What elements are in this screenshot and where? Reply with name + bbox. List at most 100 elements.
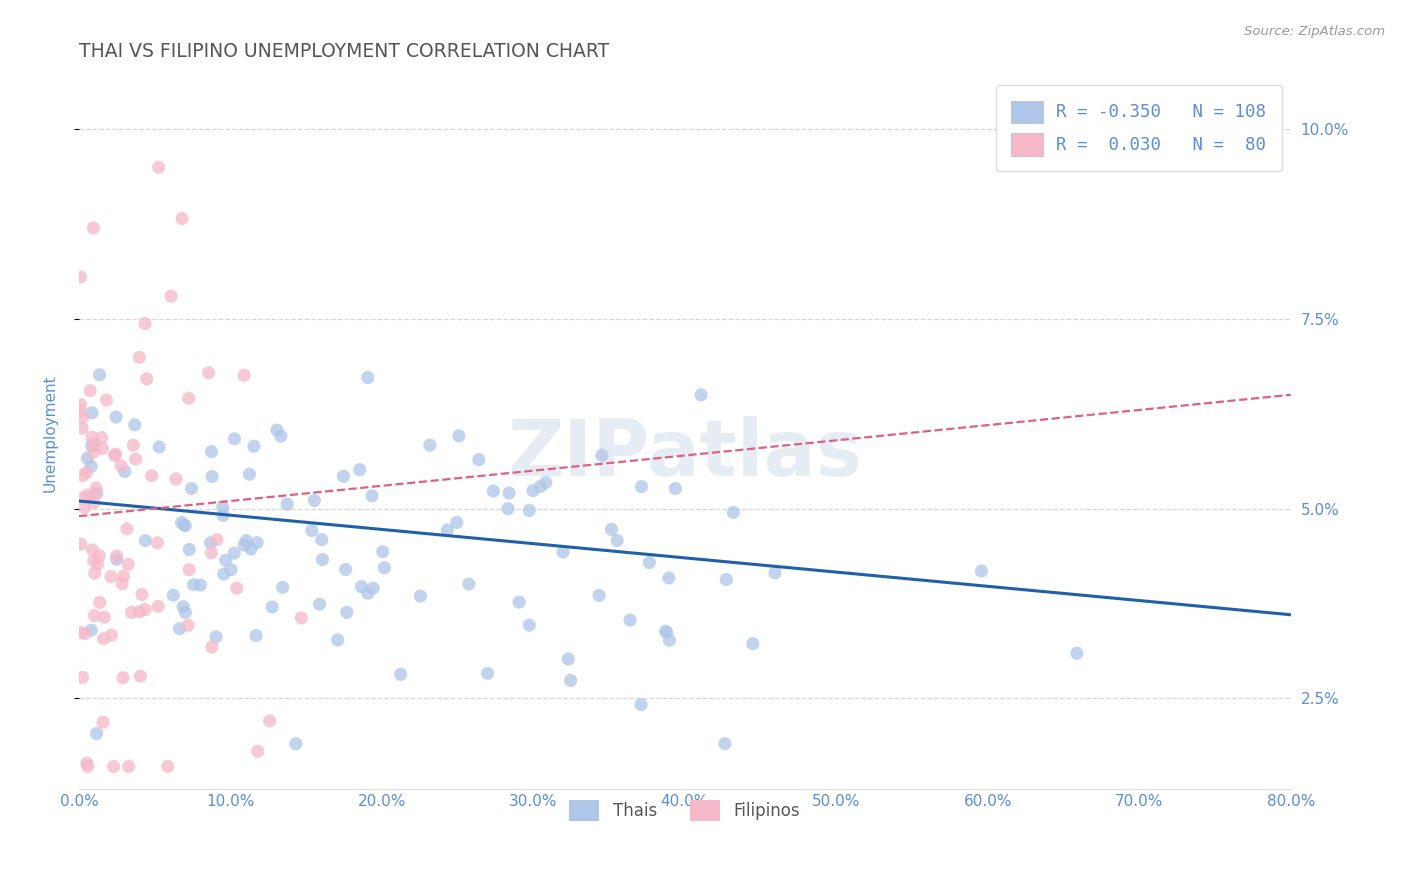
Point bbox=[311, 533, 333, 547]
Point bbox=[72, 409, 94, 424]
Point bbox=[301, 524, 323, 538]
Point bbox=[419, 438, 441, 452]
Point bbox=[201, 469, 224, 483]
Point bbox=[165, 472, 187, 486]
Point bbox=[224, 432, 246, 446]
Point bbox=[73, 500, 96, 515]
Point bbox=[72, 468, 94, 483]
Point bbox=[79, 384, 101, 398]
Point bbox=[482, 483, 505, 498]
Point bbox=[87, 558, 110, 572]
Point bbox=[112, 569, 135, 583]
Text: THAI VS FILIPINO UNEMPLOYMENT CORRELATION CHART: THAI VS FILIPINO UNEMPLOYMENT CORRELATIO… bbox=[79, 42, 609, 61]
Point bbox=[557, 652, 579, 666]
Point bbox=[332, 469, 354, 483]
Point bbox=[551, 545, 574, 559]
Point bbox=[134, 533, 156, 548]
Point bbox=[658, 633, 681, 648]
Point bbox=[84, 481, 107, 495]
Point bbox=[82, 488, 104, 502]
Point bbox=[447, 429, 470, 443]
Point bbox=[86, 726, 108, 740]
Point bbox=[131, 588, 153, 602]
Point bbox=[349, 463, 371, 477]
Y-axis label: Unemployment: Unemployment bbox=[44, 374, 58, 491]
Point bbox=[146, 599, 169, 614]
Point bbox=[76, 756, 98, 771]
Point bbox=[197, 366, 219, 380]
Point bbox=[72, 670, 94, 684]
Point bbox=[124, 417, 146, 432]
Point bbox=[103, 759, 125, 773]
Point bbox=[690, 388, 713, 402]
Point bbox=[276, 497, 298, 511]
Point bbox=[357, 370, 380, 384]
Point bbox=[326, 632, 349, 647]
Point bbox=[664, 482, 686, 496]
Point bbox=[970, 564, 993, 578]
Point bbox=[96, 392, 118, 407]
Point bbox=[457, 577, 479, 591]
Point bbox=[69, 270, 91, 285]
Point bbox=[122, 438, 145, 452]
Point bbox=[93, 610, 115, 624]
Point bbox=[205, 533, 228, 547]
Point bbox=[110, 458, 132, 473]
Point bbox=[177, 391, 200, 405]
Point bbox=[174, 606, 197, 620]
Point bbox=[148, 160, 170, 174]
Point bbox=[606, 533, 628, 548]
Point bbox=[89, 549, 111, 563]
Point bbox=[245, 628, 267, 642]
Point bbox=[117, 558, 139, 572]
Point bbox=[270, 429, 292, 443]
Point bbox=[93, 632, 115, 646]
Point bbox=[373, 560, 395, 574]
Point bbox=[91, 442, 114, 456]
Point bbox=[91, 715, 114, 730]
Point bbox=[172, 211, 194, 226]
Point bbox=[183, 578, 205, 592]
Point bbox=[246, 744, 269, 758]
Point bbox=[76, 451, 98, 466]
Point bbox=[630, 698, 652, 712]
Point bbox=[134, 317, 156, 331]
Point bbox=[162, 588, 184, 602]
Point bbox=[508, 595, 530, 609]
Point bbox=[741, 636, 763, 650]
Point bbox=[200, 444, 222, 458]
Point bbox=[588, 588, 610, 602]
Point bbox=[89, 368, 111, 382]
Point bbox=[763, 566, 786, 580]
Point bbox=[655, 625, 678, 640]
Point bbox=[70, 421, 93, 435]
Point bbox=[371, 544, 394, 558]
Point bbox=[591, 448, 613, 462]
Point bbox=[262, 599, 284, 614]
Point bbox=[170, 516, 193, 530]
Point bbox=[83, 566, 105, 581]
Point bbox=[214, 553, 236, 567]
Point bbox=[409, 589, 432, 603]
Point bbox=[468, 452, 491, 467]
Point bbox=[169, 622, 191, 636]
Point bbox=[284, 737, 307, 751]
Point bbox=[69, 398, 91, 412]
Point bbox=[86, 486, 108, 500]
Point bbox=[357, 586, 380, 600]
Point bbox=[128, 605, 150, 619]
Point bbox=[83, 554, 105, 568]
Point bbox=[72, 491, 94, 506]
Point bbox=[76, 488, 98, 502]
Point bbox=[174, 518, 197, 533]
Point bbox=[172, 599, 194, 614]
Point bbox=[638, 556, 661, 570]
Point bbox=[1066, 646, 1088, 660]
Point bbox=[173, 517, 195, 532]
Point bbox=[389, 667, 412, 681]
Point bbox=[82, 221, 104, 235]
Point bbox=[73, 626, 96, 640]
Point bbox=[517, 618, 540, 632]
Point bbox=[111, 671, 134, 685]
Point bbox=[560, 673, 582, 688]
